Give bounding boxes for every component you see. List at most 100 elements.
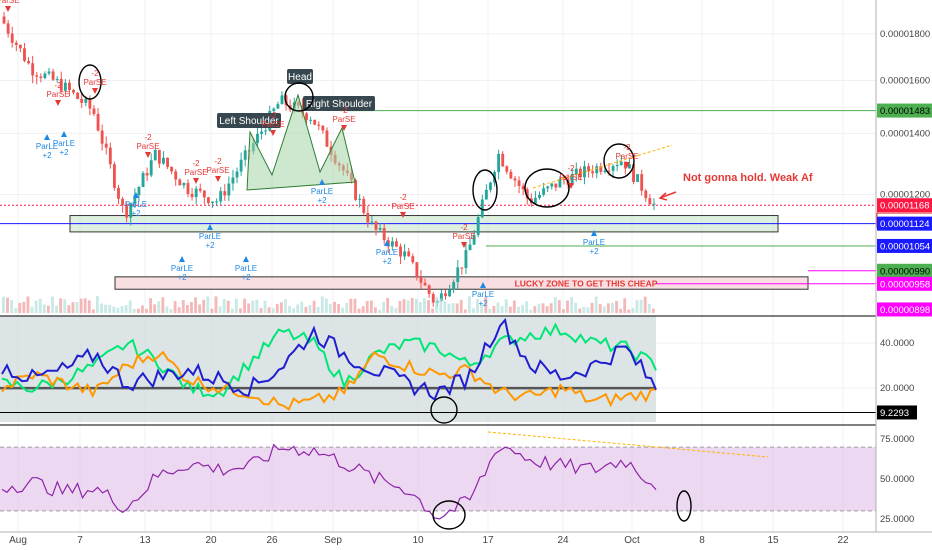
price-axis-label-box <box>877 103 932 118</box>
candle-body <box>525 189 529 199</box>
indicator-value-box <box>877 405 917 420</box>
volume-bar <box>533 306 537 313</box>
volume-bar <box>6 297 9 313</box>
candle-body <box>628 164 631 169</box>
candle-body <box>370 221 374 223</box>
candle-body <box>202 190 206 198</box>
candle-body <box>570 174 574 186</box>
candle-body <box>427 285 431 294</box>
volume-bar <box>206 296 210 313</box>
buy-arrow-icon <box>243 256 249 262</box>
volume-bar <box>30 306 34 313</box>
candle-body <box>583 166 586 178</box>
sell-arrow-icon <box>341 125 347 131</box>
candle-body <box>264 130 268 132</box>
volume-bar <box>96 296 99 313</box>
volume-bar <box>42 304 46 313</box>
volume-bar <box>329 304 332 313</box>
rsi-panel[interactable] <box>0 424 876 520</box>
candle-body <box>235 171 239 178</box>
buy-arrow-icon <box>133 192 139 198</box>
sell-signal-label: ParSE <box>136 142 159 151</box>
sell-signal-label: ParSE <box>615 152 638 161</box>
sell-signal-label: ParSE <box>0 0 20 5</box>
head-shoulders-pattern <box>246 93 356 191</box>
volume-bar <box>239 308 242 313</box>
note-arrow-head <box>658 192 668 201</box>
volume-bar <box>586 307 590 313</box>
candle-body <box>607 170 611 172</box>
volume-bar <box>345 302 349 313</box>
candle-body <box>23 48 26 61</box>
candle-body <box>419 277 423 283</box>
volume-bar <box>91 309 95 313</box>
candle-body <box>133 195 137 204</box>
candle-body <box>407 251 411 257</box>
price-axis-label: 0.00001483 <box>880 106 930 117</box>
candle-body <box>10 33 14 43</box>
candle-body <box>14 42 18 45</box>
volume-bar <box>508 306 512 313</box>
sell-signal-label: ParSE <box>46 90 69 99</box>
volume-bar <box>194 297 197 313</box>
volume-bar <box>55 305 58 313</box>
candle-body <box>390 241 394 247</box>
volume-bar <box>517 306 520 313</box>
volume-bar <box>120 306 124 313</box>
pattern-label-box <box>217 113 281 128</box>
candle-body <box>125 205 129 218</box>
indicator-tick-label: 20.0000 <box>880 383 914 394</box>
candle-body <box>317 124 321 126</box>
price-axis-label: 0.00001124 <box>880 219 930 230</box>
candle-body <box>178 179 182 186</box>
candle-body <box>96 113 100 131</box>
volume-bar <box>63 299 67 313</box>
candle-body <box>117 187 120 199</box>
candle-body <box>63 82 67 91</box>
volume-bar <box>46 305 50 313</box>
volume-bar <box>492 305 496 313</box>
volume-bar <box>541 303 545 313</box>
indicator-line-orange <box>1 350 657 411</box>
volume-bar <box>22 301 26 313</box>
x-tick-label: 20 <box>205 535 217 546</box>
candle-body <box>243 150 247 160</box>
rsi-band <box>0 447 876 511</box>
candle-body <box>31 63 35 76</box>
volume-bar <box>476 298 480 313</box>
candle-body <box>84 98 88 103</box>
candle-body <box>104 143 108 148</box>
volume-bar <box>594 296 598 313</box>
volume-bar <box>132 309 136 313</box>
buy-arrow-icon <box>207 224 213 230</box>
volume-bar <box>14 308 18 313</box>
volume-bar <box>484 296 488 313</box>
candle-body <box>652 203 656 205</box>
buy-arrow-icon <box>319 179 325 185</box>
sell-arrow-icon <box>55 100 61 106</box>
candle-body <box>562 178 566 181</box>
volume-bar <box>67 305 71 313</box>
rsi-tick-label: 75.0000 <box>880 434 914 445</box>
volume-bar <box>10 300 14 313</box>
x-tick-label: Sep <box>324 535 342 546</box>
candle-body <box>464 250 468 269</box>
volume-bar <box>570 297 574 313</box>
volume-bar <box>165 306 169 313</box>
volume-bar <box>472 308 475 313</box>
candle-body <box>35 75 39 77</box>
price-panel[interactable] <box>0 12 876 313</box>
indicator-panel[interactable] <box>0 315 876 422</box>
volume-bar <box>51 296 54 313</box>
volume-bar <box>136 308 140 313</box>
candle-body <box>55 78 59 80</box>
volume-bar <box>537 303 541 313</box>
x-tick-label: 26 <box>266 535 278 546</box>
candle-body <box>472 234 476 245</box>
sell-signal-label: ParSE <box>184 168 207 177</box>
volume-bar <box>210 308 214 313</box>
volume-bar <box>386 297 390 313</box>
price-axis-label-box <box>877 276 932 291</box>
candle-body <box>399 246 402 257</box>
